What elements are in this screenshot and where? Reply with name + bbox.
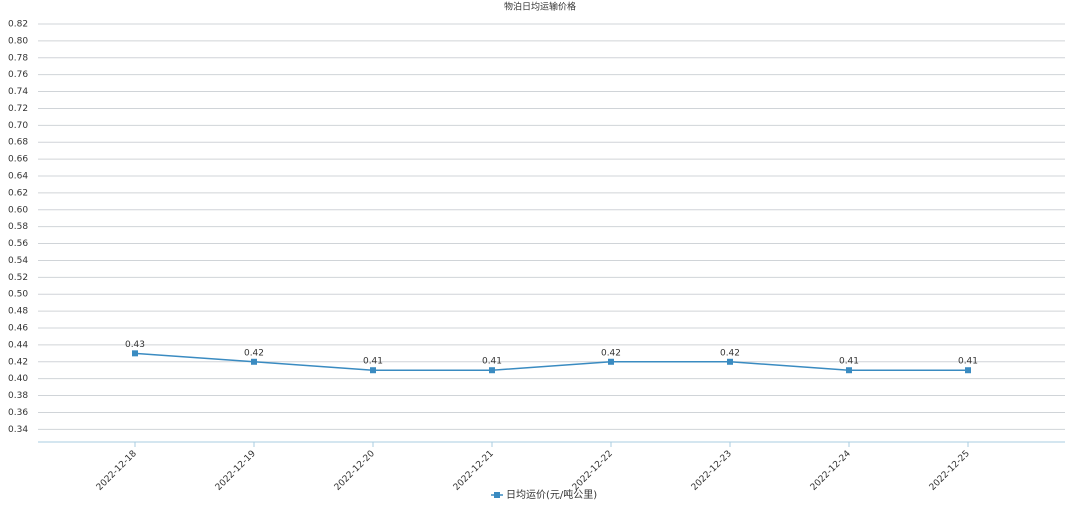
data-label: 0.43 [125,340,145,350]
y-tick-label: 0.68 [8,138,28,148]
data-label: 0.41 [839,357,859,367]
y-tick-label: 0.82 [8,20,28,30]
y-tick-label: 0.34 [8,425,28,435]
y-tick-label: 0.56 [8,239,28,249]
y-tick-label: 0.58 [8,222,28,232]
data-label: 0.41 [482,357,502,367]
chart-title: 物泊日均运输价格 [504,1,576,13]
y-tick-label: 0.36 [8,408,28,418]
data-label: 0.42 [244,348,264,358]
x-tick-label: 2022-12-22 [571,449,615,493]
point [608,358,614,365]
legend-label: 日均运价(元/吨公里) [506,488,597,501]
y-tick-label: 0.78 [8,53,28,63]
x-tick-label: 2022-12-21 [452,449,496,493]
point [965,367,971,374]
y-tick-label: 0.60 [8,205,28,215]
y-tick-label: 0.80 [8,36,28,46]
x-tick-label: 2022-12-23 [690,449,734,493]
data-label: 0.41 [958,357,978,367]
x-tick-label: 2022-12-24 [809,449,853,493]
data-label: 0.42 [601,348,621,358]
y-tick-label: 0.50 [8,290,28,300]
y-tick-label: 0.76 [8,70,28,80]
x-tick-label: 2022-12-19 [214,449,258,493]
y-tick-label: 0.42 [8,357,28,367]
y-tick-label: 0.38 [8,391,28,401]
y-tick-label: 0.74 [8,87,28,97]
x-tick-label: 2022-12-25 [928,449,972,493]
point [489,367,495,374]
x-tick-label: 2022-12-18 [95,449,139,493]
line [134,352,968,371]
y-tick-label: 0.64 [8,172,28,182]
y-tick-label: 0.70 [8,121,28,131]
point [846,367,852,374]
legend-marker [494,492,500,498]
point [132,350,138,357]
y-tick-label: 0.46 [8,324,28,334]
y-tick-label: 0.44 [8,340,28,350]
y-tick-label: 0.40 [8,374,28,384]
y-tick-label: 0.48 [8,307,28,317]
y-tick-label: 0.54 [8,256,28,266]
data-label: 0.41 [363,357,383,367]
y-tick-label: 0.62 [8,188,28,198]
point [251,358,257,365]
x-tick-label: 2022-12-20 [333,449,377,493]
point [370,367,376,374]
point [727,358,733,365]
y-tick-label: 0.66 [8,155,28,165]
y-tick-label: 0.52 [8,273,28,283]
y-tick-label: 0.72 [8,104,28,114]
data-label: 0.42 [720,348,740,358]
